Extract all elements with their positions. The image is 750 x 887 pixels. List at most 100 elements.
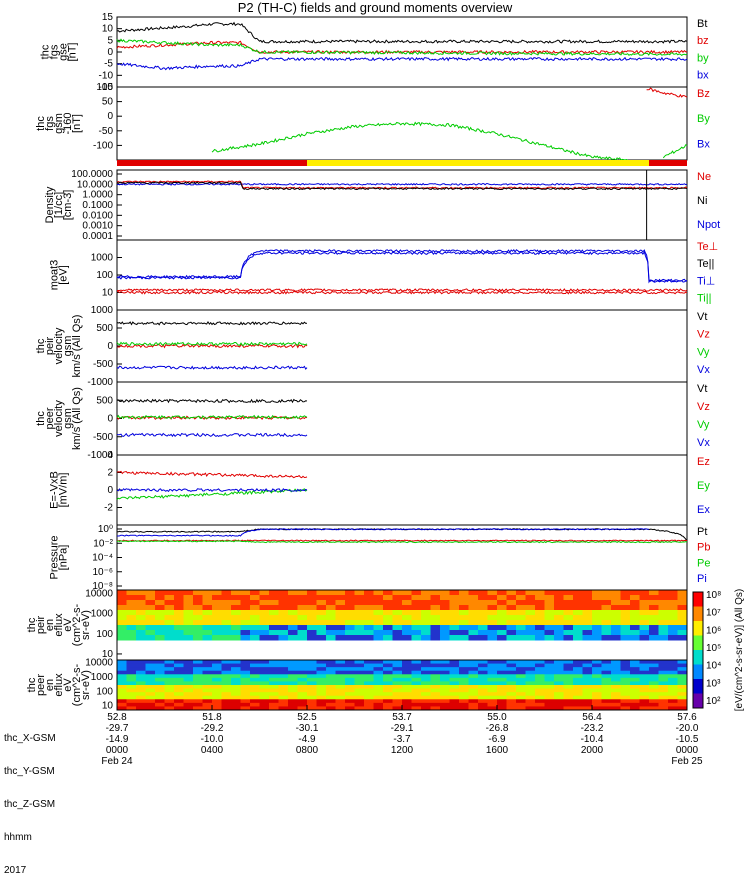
heatmap-cell: [240, 600, 251, 606]
heatmap-cell: [649, 667, 659, 672]
heatmap-cell: [212, 660, 222, 665]
x-axis-label-block: thc_X-GSM thc_Y-GSM thc_Z-GSM hhmm 2017: [4, 711, 56, 887]
heatmap-cell: [525, 699, 536, 704]
heatmap-cell: [145, 688, 156, 693]
heatmap-cell: [449, 685, 460, 690]
heatmap-cell: [449, 610, 460, 616]
heatmap-cell: [658, 605, 669, 611]
heatmap-cell: [392, 595, 403, 601]
heatmap-cell: [611, 635, 621, 641]
heatmap-cell: [449, 699, 460, 704]
heatmap-cell: [231, 685, 241, 690]
heatmap-cell: [221, 688, 232, 693]
heatmap-cell: [193, 695, 203, 700]
y-axis-label: velocity: [53, 327, 65, 364]
heatmap-cell: [516, 625, 526, 631]
heatmap-cell: [164, 670, 175, 675]
heatmap-cell: [573, 595, 583, 601]
heatmap-cell: [164, 595, 175, 601]
heatmap-cell: [259, 677, 270, 682]
y-tick-label: -100: [93, 140, 113, 151]
y-tick-label: -1000: [87, 377, 113, 388]
heatmap-cell: [335, 610, 346, 616]
heatmap-cell: [421, 625, 431, 631]
y-axis-label: fgs: [44, 116, 56, 131]
heatmap-cell: [544, 688, 555, 693]
heatmap-cell: [202, 706, 213, 711]
heatmap-cell: [269, 688, 279, 693]
heatmap-cell: [269, 667, 279, 672]
heatmap-cell: [392, 590, 403, 596]
y-axis-label: km/s (All Qs): [71, 387, 83, 450]
heatmap-cell: [601, 702, 612, 707]
heatmap-cell: [392, 670, 403, 675]
heatmap-cell: [497, 625, 507, 631]
heatmap-cell: [392, 706, 403, 711]
heatmap-cell: [402, 600, 412, 606]
heatmap-cell: [174, 630, 184, 636]
heatmap-cell: [326, 615, 336, 621]
heatmap-cell: [383, 702, 393, 707]
heatmap-cell: [297, 620, 308, 626]
heatmap-cell: [231, 677, 241, 682]
heatmap-cell: [126, 685, 137, 690]
heatmap-cell: [126, 670, 137, 675]
heatmap-cell: [326, 706, 336, 711]
heatmap-cell: [193, 590, 203, 596]
heatmap-cell: [193, 667, 203, 672]
heatmap-cell: [326, 670, 336, 675]
heatmap-cell: [430, 625, 441, 631]
heatmap-cell: [250, 685, 260, 690]
heatmap-cell: [516, 605, 526, 611]
y-axis-label: gsm: [53, 113, 65, 134]
heatmap-cell: [563, 630, 574, 636]
heatmap-cell: [440, 695, 450, 700]
heatmap-cell: [630, 630, 640, 636]
heatmap-cell: [231, 620, 241, 626]
heatmap-cell: [411, 600, 422, 606]
heatmap-cell: [345, 625, 355, 631]
legend-entry: Vt: [697, 311, 707, 323]
heatmap-cell: [316, 625, 327, 631]
panel-frame-density: [116, 169, 688, 241]
heatmap-cell: [354, 660, 365, 665]
heatmap-cell: [487, 595, 498, 601]
heatmap-cell: [240, 702, 251, 707]
heatmap-cell: [383, 635, 393, 641]
heatmap-cell: [117, 695, 127, 700]
x-tick-label: 51.8: [202, 712, 222, 723]
heatmap-cell: [620, 605, 631, 611]
heatmap-cell: [259, 674, 270, 679]
y-axis-label: thc: [35, 116, 47, 131]
heatmap-cell: [573, 667, 583, 672]
heatmap-cell: [554, 699, 564, 704]
heatmap-cell: [478, 706, 488, 711]
heatmap-cell: [497, 677, 507, 682]
heatmap-cell: [440, 702, 450, 707]
heatmap-cell: [383, 660, 393, 665]
heatmap-cell: [658, 706, 669, 711]
heatmap-cell: [316, 688, 327, 693]
heatmap-cell: [468, 674, 479, 679]
heatmap-cell: [326, 677, 336, 682]
heatmap-cell: [117, 590, 127, 596]
heatmap-cell: [145, 630, 156, 636]
heatmap-cell: [459, 692, 469, 697]
heatmap-cell: [582, 663, 593, 668]
heatmap-cell: [554, 610, 564, 616]
heatmap-cell: [278, 605, 289, 611]
heatmap-cell: [145, 699, 156, 704]
y-axis-label: Density: [44, 186, 56, 223]
heatmap-cell: [516, 699, 526, 704]
heatmap-cell: [573, 695, 583, 700]
series-line-Vt: [116, 398, 308, 404]
heatmap-cell: [212, 692, 222, 697]
heatmap-cell: [630, 681, 640, 686]
heatmap-cell: [649, 635, 659, 641]
heatmap-cell: [136, 667, 146, 672]
legend-entry: Bx: [697, 138, 710, 150]
heatmap-cell: [221, 635, 232, 641]
heatmap-cell: [620, 681, 631, 686]
x-tick-label: 0400: [201, 745, 224, 756]
heatmap-cell: [658, 692, 669, 697]
